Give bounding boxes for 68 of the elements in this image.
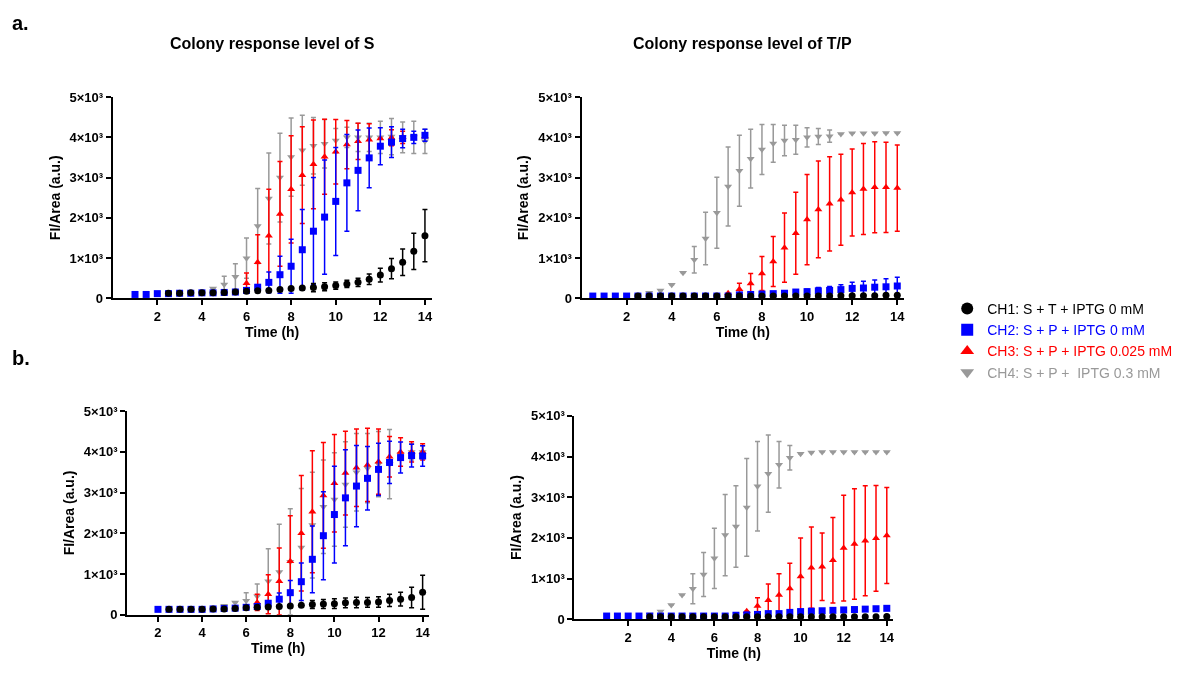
x-tick-label: 4	[667, 629, 676, 645]
y-tick-label: 3×10³	[69, 170, 104, 186]
y-tick-label: 3×10³	[531, 489, 566, 505]
y-tick-label: 1×10³	[538, 250, 573, 266]
x-tick-label: 14	[879, 629, 895, 645]
y-axis-title: FI/Area (a.u.)	[46, 155, 63, 241]
legend-label: CH2: S + P + IPTG 0 mM	[987, 322, 1145, 339]
x-tick-label: 6	[242, 625, 250, 641]
x-tick-label: 8	[758, 309, 766, 325]
x-tick-label: 2	[623, 309, 631, 325]
y-tick-label: 4×10³	[538, 129, 573, 145]
x-tick-label: 6	[713, 309, 721, 325]
y-tick-label: 0	[557, 611, 565, 627]
y-tick-label: 4×10³	[531, 449, 566, 465]
legend-label: CH1: S + T + IPTG 0 mM	[987, 301, 1144, 318]
x-tick-label: 12	[373, 309, 388, 325]
y-tick-label: 4×10³	[83, 444, 119, 460]
y-tick-label: 5×10³	[538, 89, 573, 105]
x-tick-label: 12	[844, 309, 860, 325]
y-tick-label: 2×10³	[531, 530, 566, 546]
y-tick-label: 1×10³	[83, 566, 119, 582]
y-tick-label: 0	[564, 291, 572, 307]
x-axis-title: Time (h)	[251, 640, 306, 657]
x-tick-label: 4	[198, 625, 207, 641]
x-tick-label: 14	[415, 625, 431, 641]
y-tick-label: 2×10³	[538, 210, 573, 226]
chart-title: Colony response level of S	[170, 35, 375, 52]
x-tick-label: 4	[668, 309, 677, 325]
x-tick-label: 10	[793, 629, 808, 645]
x-tick-label: 2	[154, 625, 162, 641]
x-tick-label: 10	[327, 625, 342, 641]
text: b.	[12, 347, 30, 369]
x-tick-label: 10	[328, 309, 343, 325]
x-axis-title: Time (h)	[245, 324, 300, 341]
x-tick-label: 12	[371, 625, 386, 641]
chart-title: Colony response level of T/P	[633, 35, 853, 52]
x-tick-label: 6	[710, 629, 719, 645]
x-tick-label: 6	[242, 309, 251, 325]
x-tick-label: 2	[624, 629, 632, 645]
y-tick-label: 4×10³	[69, 129, 104, 145]
y-tick-label: 5×10³	[69, 89, 104, 105]
y-tick-label: 2×10³	[69, 210, 104, 226]
x-tick-label: 10	[799, 309, 815, 325]
y-tick-label: 5×10³	[531, 408, 566, 424]
text: a.	[12, 12, 29, 34]
x-tick-label: 2	[153, 309, 161, 325]
legend-label: CH3: S + P + IPTG 0.025 mM	[987, 343, 1173, 360]
x-tick-label: 8	[287, 309, 295, 325]
x-tick-label: 4	[198, 309, 207, 325]
y-tick-label: 5×10³	[83, 403, 119, 419]
x-axis-title: Time (h)	[706, 644, 761, 661]
y-axis-title: FI/Area (a.u.)	[515, 155, 532, 241]
x-tick-label: 12	[836, 629, 851, 645]
y-tick-label: 2×10³	[83, 525, 119, 541]
x-tick-label: 8	[286, 625, 294, 641]
y-tick-label: 1×10³	[69, 250, 104, 266]
y-tick-label: 0	[110, 607, 118, 623]
x-axis-title: Time (h)	[715, 324, 770, 341]
y-axis-title: FI/Area (a.u.)	[60, 470, 77, 556]
x-tick-label: 14	[417, 309, 433, 325]
x-tick-label: 8	[753, 629, 762, 645]
x-tick-label: 14	[890, 309, 906, 325]
y-axis-title: FI/Area (a.u.)	[508, 475, 525, 560]
y-tick-label: 3×10³	[83, 485, 119, 501]
y-tick-label: 1×10³	[531, 571, 566, 587]
y-tick-label: 3×10³	[538, 170, 573, 186]
legend-label: CH4: S + P + IPTG 0.3 mM	[987, 364, 1161, 381]
y-tick-label: 0	[95, 291, 104, 307]
